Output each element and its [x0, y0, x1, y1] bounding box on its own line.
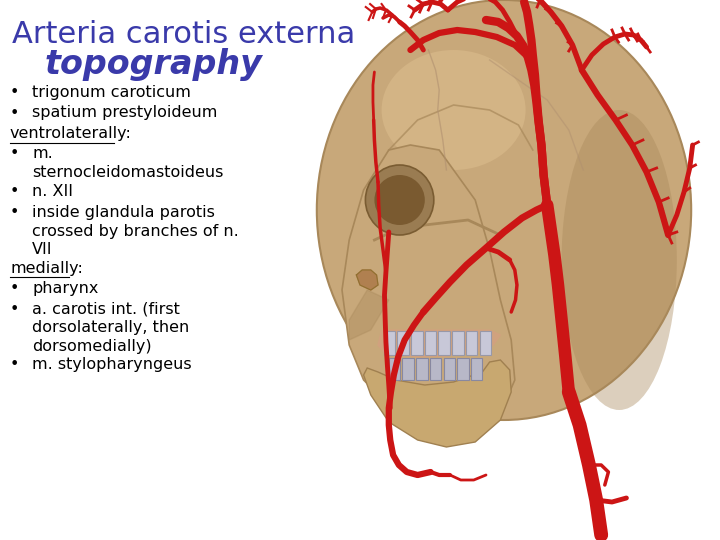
Bar [444, 358, 455, 380]
Bar [480, 331, 491, 355]
Text: •: • [10, 85, 19, 100]
Text: •: • [10, 357, 19, 372]
Text: ventrolaterally:: ventrolaterally: [10, 126, 132, 141]
Text: •: • [10, 301, 19, 316]
Polygon shape [349, 290, 389, 340]
Bar [411, 331, 423, 355]
Text: •: • [10, 281, 19, 296]
Text: n. XII: n. XII [32, 185, 73, 199]
Text: •: • [10, 146, 19, 161]
Text: Arteria carotis externa: Arteria carotis externa [12, 20, 355, 49]
Bar [425, 331, 436, 355]
Text: inside glandula parotis
crossed by branches of n.
VII: inside glandula parotis crossed by branc… [32, 205, 239, 257]
Text: spatium prestyloideum: spatium prestyloideum [32, 105, 217, 120]
Text: •: • [10, 205, 19, 220]
Bar [452, 331, 464, 355]
Polygon shape [342, 145, 515, 430]
Ellipse shape [374, 175, 425, 225]
Ellipse shape [382, 50, 526, 170]
Bar [402, 358, 414, 380]
Bar [466, 331, 477, 355]
Ellipse shape [317, 0, 691, 420]
Bar [384, 331, 395, 355]
Polygon shape [378, 330, 500, 357]
Bar [397, 331, 409, 355]
Text: medially:: medially: [10, 260, 83, 275]
Ellipse shape [366, 165, 433, 235]
Polygon shape [356, 270, 378, 290]
Text: m. stylopharyngeus: m. stylopharyngeus [32, 357, 192, 372]
Text: trigonum caroticum: trigonum caroticum [32, 85, 191, 100]
Polygon shape [364, 360, 511, 447]
Bar [416, 358, 428, 380]
Text: topography: topography [45, 48, 263, 81]
Text: pharynx: pharynx [32, 281, 99, 296]
Text: •: • [10, 105, 19, 120]
Bar [471, 358, 482, 380]
Text: m.
sternocleidomastoideus: m. sternocleidomastoideus [32, 146, 223, 180]
Bar [457, 358, 469, 380]
Bar [389, 358, 400, 380]
Ellipse shape [562, 110, 677, 410]
Text: •: • [10, 185, 19, 199]
Text: a. carotis int. (first
dorsolaterally, then
dorsomedially): a. carotis int. (first dorsolaterally, t… [32, 301, 189, 354]
Bar [430, 358, 441, 380]
Bar [438, 331, 450, 355]
